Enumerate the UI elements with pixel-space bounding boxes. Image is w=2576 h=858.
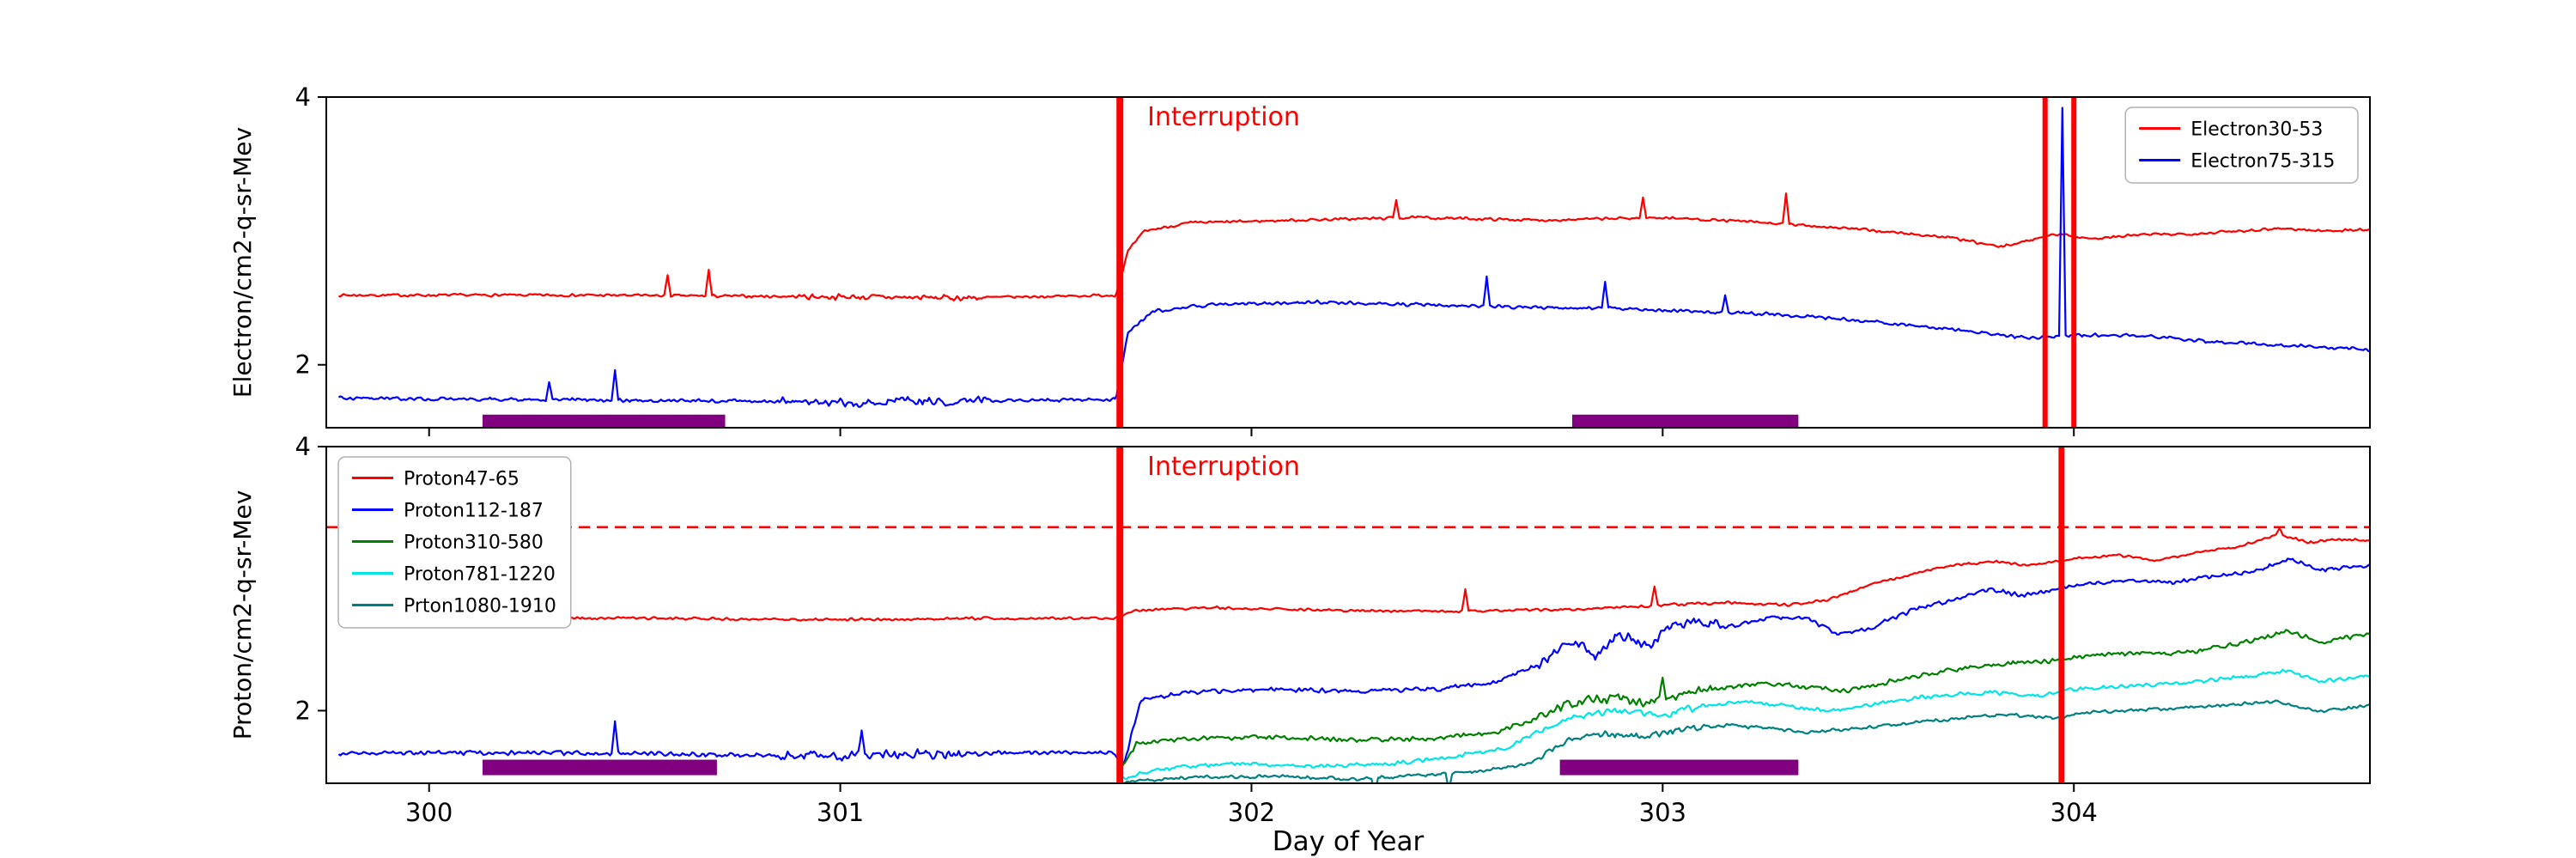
legend-box: [2124, 106, 2359, 184]
event-bar: [1571, 414, 1799, 428]
x-tick-label: 304: [2050, 798, 2098, 827]
y-tick-label: 2: [295, 696, 311, 725]
panel-electron: 2 4 Electron/cm2-q-sr-Mev Interruption Elect…: [228, 82, 2371, 436]
y-axis-label: Proton/cm2-q-sr-Mev: [228, 490, 257, 740]
y-axis-label: Electron/cm2-q-sr-Mev: [228, 127, 257, 398]
legend-entry-label: Electron30-53: [2190, 119, 2323, 141]
legend-entry-label: Prton1080-1910: [404, 596, 556, 618]
x-tick-label: 302: [1228, 798, 1275, 827]
y-tick-label: 4: [295, 432, 311, 461]
y-tick-label: 4: [295, 82, 311, 112]
series-line-Proton112-187: [337, 557, 2370, 764]
series-line-Electron30-53: [337, 192, 2370, 301]
legend-entry-label: Proton781-1220: [404, 564, 556, 586]
interruption-label: Interruption: [1147, 452, 1300, 482]
series-line-Prton1080-1910: [1119, 699, 2370, 783]
panel-proton: 300 301 302 303 304 2 4 Proton/cm2-q-sr-Mev Inte…: [228, 432, 2371, 827]
axes-frame: [325, 446, 2371, 784]
legend-box: [337, 456, 572, 629]
y-tick-label: 2: [295, 350, 311, 380]
series-line-Proton310-580: [1119, 629, 2370, 772]
interruption-label: Interruption: [1147, 102, 1300, 132]
x-axis-label: Day of Year: [1273, 826, 1425, 857]
event-bar: [1559, 759, 1799, 776]
event-bar: [482, 414, 726, 428]
legend-entry-label: Proton112-187: [404, 501, 544, 522]
legend-entry-label: Proton310-580: [404, 532, 544, 554]
legend-entry-label: Electron75-315: [2190, 151, 2335, 173]
legend: Proton47-65 Proton112-187 Proton310-580 Pro…: [337, 456, 572, 629]
axes-frame: [325, 96, 2371, 429]
series-line-Electron75-315: [337, 106, 2370, 408]
event-bar: [482, 759, 717, 776]
x-tick-label: 301: [817, 798, 864, 827]
series-line-Proton47-65: [338, 527, 2370, 622]
legend-entry-label: Proton47-65: [404, 469, 519, 490]
legend: Electron30-53 Electron75-315: [2124, 106, 2359, 184]
x-tick-label: 300: [405, 798, 453, 827]
x-tick-label: 303: [1639, 798, 1686, 827]
series-line-Proton781-1220: [1119, 668, 2370, 781]
